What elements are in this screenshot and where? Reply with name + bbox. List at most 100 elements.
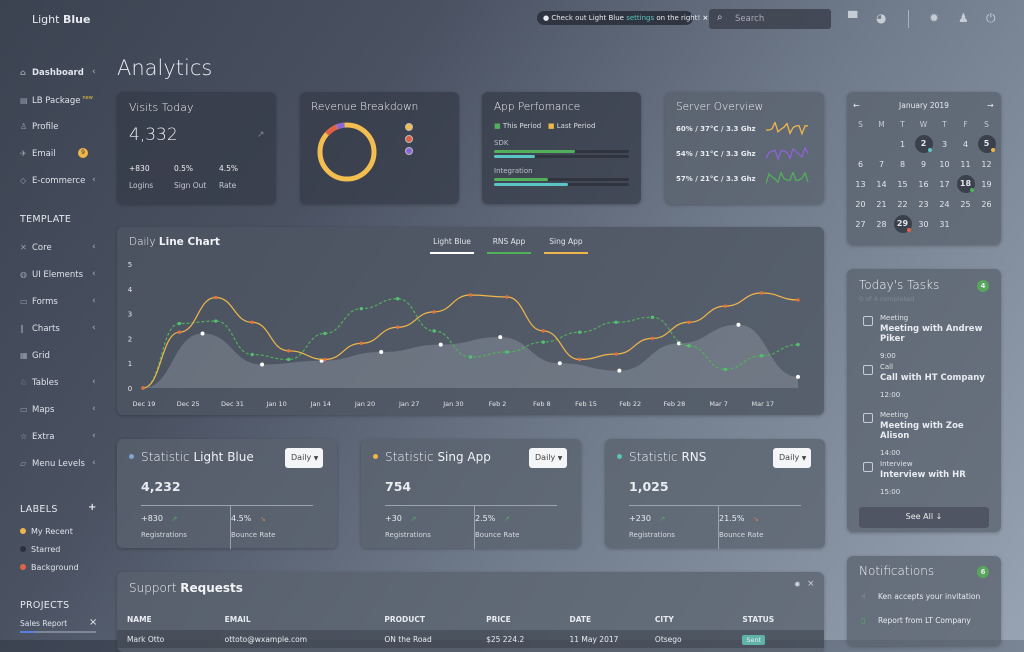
tab-rns-app[interactable]: RNS App	[487, 237, 531, 254]
logo[interactable]: Light Blue	[32, 13, 90, 26]
settings-icon[interactable]: ✹	[794, 580, 801, 589]
calendar-day[interactable]: 4	[962, 139, 969, 149]
caret-down-icon: ▼	[313, 455, 319, 462]
tab-light-blue[interactable]: Light Blue	[430, 237, 474, 254]
sidebar-item-tables[interactable]: ♘ Tables	[20, 378, 58, 388]
calendar-day[interactable]: 11	[960, 159, 971, 169]
sidebar-item-core[interactable]: ✕ Core	[20, 243, 52, 253]
calendar-day[interactable]: 1	[899, 139, 906, 149]
period-dropdown[interactable]: Daily ▼	[529, 448, 567, 468]
this-period-bar	[494, 178, 548, 181]
calendar-day[interactable]: 18	[955, 174, 976, 194]
settings-link[interactable]: settings	[626, 14, 655, 22]
chevron-left-icon[interactable]: ‹	[92, 404, 96, 414]
column-header[interactable]: NAME	[127, 614, 152, 624]
calendar-day[interactable]: 27	[855, 219, 866, 229]
calendar-day[interactable]: 22	[897, 199, 908, 209]
user-icon[interactable]: ♟	[958, 11, 969, 25]
sidebar-item-email[interactable]: ✈ Email 9	[20, 148, 88, 159]
see-all-button[interactable]: See All ↓	[859, 507, 989, 528]
sidebar-item-grid[interactable]: ▦ Grid	[20, 351, 50, 361]
calendar-day[interactable]: 19	[981, 179, 992, 189]
calendar-day[interactable]: 6	[857, 159, 864, 169]
close-icon[interactable]: ×	[807, 579, 815, 589]
chevron-left-icon[interactable]: ‹	[92, 377, 96, 387]
calendar-day[interactable]: 2	[913, 134, 934, 154]
weekday-label: F	[963, 119, 968, 129]
label-item[interactable]: My Recent	[20, 527, 73, 536]
close-icon[interactable]: ×	[89, 617, 98, 628]
chevron-left-icon[interactable]: ‹	[92, 269, 96, 279]
sidebar-item-e-commerce[interactable]: ◇ E-commerce	[20, 176, 85, 186]
calendar-day[interactable]: 30	[918, 219, 929, 229]
sidebar-item-maps[interactable]: ▭ Maps	[20, 405, 54, 415]
chevron-left-icon[interactable]: ‹	[92, 458, 96, 468]
sidebar-item-lb-package[interactable]: ▤ LB Package new	[20, 95, 93, 106]
label-item[interactable]: Starred	[20, 545, 60, 554]
chevron-left-icon[interactable]: ‹	[92, 296, 96, 306]
globe-icon[interactable]: ◕	[876, 11, 887, 25]
tab-sing-app[interactable]: Sing App	[544, 237, 588, 254]
task-checkbox[interactable]	[863, 413, 873, 423]
search-input[interactable]: ⌕ Search	[709, 9, 831, 29]
calendar-day[interactable]: 14	[876, 179, 887, 189]
task-time: 12:00	[880, 390, 901, 399]
calendar-day[interactable]: 7	[878, 159, 885, 169]
alert-close-icon[interactable]: ×	[702, 14, 709, 22]
calendar-day[interactable]: 29	[892, 214, 913, 234]
calendar-day[interactable]: 25	[960, 199, 971, 209]
calendar-day[interactable]: 24	[939, 199, 950, 209]
sidebar-item-forms[interactable]: ▭ Forms	[20, 297, 58, 307]
calendar-day[interactable]: 23	[918, 199, 929, 209]
calendar-day[interactable]: 16	[918, 179, 929, 189]
sidebar-item-dashboard[interactable]: ⌂ Dashboard	[20, 68, 84, 78]
calendar-prev-button[interactable]: ←	[853, 101, 860, 110]
calendar-day[interactable]: 28	[876, 219, 887, 229]
label-item[interactable]: Background	[20, 563, 79, 572]
task-checkbox[interactable]	[863, 461, 873, 472]
column-header[interactable]: PRICE	[486, 614, 511, 624]
calendar-day[interactable]: 31	[939, 219, 950, 229]
calendar-day[interactable]: 26	[981, 199, 992, 209]
notification-item[interactable]: Ken accepts your invitation	[878, 592, 981, 601]
sidebar-item-ui-elements[interactable]: ◍ UI Elements	[20, 270, 83, 280]
column-header[interactable]: PRODUCT	[384, 614, 425, 624]
chevron-left-icon[interactable]: ‹	[92, 67, 96, 77]
calendar-day[interactable]: 15	[897, 179, 908, 189]
column-header[interactable]: DATE	[569, 614, 592, 624]
sidebar-item-extra[interactable]: ☆ Extra	[20, 432, 54, 442]
column-header[interactable]: CITY	[654, 614, 674, 624]
chevron-left-icon[interactable]: ‹	[92, 323, 96, 333]
calendar-day[interactable]: 10	[939, 159, 950, 169]
calendar-day[interactable]: 21	[876, 199, 887, 209]
table-row[interactable]: Mark Otto ottoto@wxample.com ON the Road $2…	[117, 630, 824, 648]
sidebar-item-profile[interactable]: ♙ Profile	[20, 122, 58, 132]
calendar-day[interactable]: 17	[939, 179, 950, 189]
calendar-day[interactable]: 12	[981, 159, 992, 169]
chevron-left-icon[interactable]: ‹	[92, 242, 96, 252]
gear-icon[interactable]: ✹	[929, 11, 940, 25]
power-icon[interactable]: ⏻	[986, 11, 996, 25]
calendar-day[interactable]: 3	[941, 139, 948, 149]
calendar-next-button[interactable]: →	[987, 101, 994, 110]
add-label-button[interactable]: +	[88, 502, 97, 513]
period-dropdown[interactable]: Daily ▼	[285, 448, 323, 468]
notification-item[interactable]: Report from LT Company	[878, 616, 971, 625]
chat-icon[interactable]: ▀	[848, 11, 858, 25]
project-sales-report[interactable]: Sales Report	[20, 619, 68, 628]
column-header[interactable]: EMAIL	[224, 614, 251, 624]
point-rns-app	[214, 319, 218, 323]
chevron-left-icon[interactable]: ‹	[92, 175, 96, 185]
period-dropdown[interactable]: Daily ▼	[773, 448, 811, 468]
chevron-left-icon[interactable]: ‹	[92, 431, 96, 441]
calendar-day[interactable]: 20	[855, 199, 866, 209]
calendar-day[interactable]: 13	[855, 179, 866, 189]
task-checkbox[interactable]	[863, 364, 873, 375]
calendar-day[interactable]: 8	[899, 159, 906, 169]
column-header[interactable]: STATUS	[742, 614, 775, 624]
calendar-day[interactable]: 9	[920, 159, 927, 169]
sidebar-item-charts[interactable]: ∥ Charts	[20, 324, 60, 334]
sidebar-item-menu-levels[interactable]: ▱ Menu Levels	[20, 459, 85, 469]
task-checkbox[interactable]	[863, 316, 873, 326]
calendar-day[interactable]: 5	[976, 134, 997, 154]
